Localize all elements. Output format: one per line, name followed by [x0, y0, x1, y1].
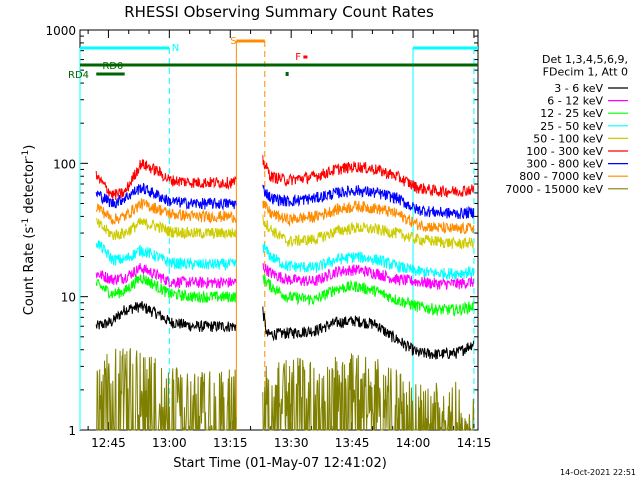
series-line: [262, 274, 475, 317]
series-line: [95, 198, 237, 225]
axis-ticks: 1 10 100 1000 12:45 13:00 13:15 13:30 13:45 14:00…: [45, 24, 491, 450]
night-label: N: [172, 43, 179, 54]
series-line: [262, 263, 475, 290]
legend-entry-label: 300 - 800 keV: [526, 158, 603, 171]
series-line: [95, 183, 237, 211]
legend-entry-label: 12 - 25 keV: [540, 107, 603, 120]
rd4-label: RD4: [68, 70, 89, 81]
series-line: [262, 306, 475, 360]
legend-entry-label: 100 - 300 keV: [526, 145, 603, 158]
legend-entry-label: 800 - 7000 keV: [519, 170, 603, 183]
legend-header: Det 1,3,4,5,6,9,: [542, 53, 628, 66]
series-line: [96, 348, 237, 431]
saa-label: S: [230, 36, 236, 47]
series-line: [95, 263, 237, 290]
legend-entry-label: 50 - 100 keV: [533, 132, 603, 145]
rd0-label: RD0: [102, 61, 123, 72]
plot-annotations: N S F RD0 RD4: [68, 36, 478, 430]
legend-entry-label: 25 - 50 keV: [540, 120, 603, 133]
series-line: [262, 242, 475, 281]
x-tick-label: 12:45: [91, 436, 126, 450]
y-axis-label: Count Rate (s-1 detector-1): [21, 145, 37, 316]
x-tick-label: 13:15: [213, 436, 248, 450]
series-line: [262, 184, 475, 220]
legend-header: FDecim 1, Att 0: [543, 66, 628, 79]
series-layer: [95, 155, 475, 432]
series-line: [262, 353, 475, 432]
y-tick-label: 1000: [45, 24, 76, 38]
series-line: [95, 274, 237, 303]
y-tick-label: 1: [68, 424, 76, 438]
x-tick-label: 13:00: [152, 436, 187, 450]
x-tick-label: 14:00: [396, 436, 431, 450]
series-line: [95, 300, 237, 333]
y-tick-label: 10: [61, 291, 76, 305]
series-line: [262, 200, 475, 235]
legend-entry-label: 7000 - 15000 keV: [505, 183, 603, 196]
series-line: [95, 159, 237, 200]
series-line: [95, 240, 237, 271]
x-tick-label: 14:15: [457, 436, 492, 450]
x-tick-label: 13:45: [335, 436, 370, 450]
series-line: [262, 155, 475, 198]
series-line: [95, 217, 237, 241]
x-axis-label: Start Time (01-May-07 12:41:02): [173, 456, 387, 471]
series-line: [262, 214, 475, 250]
legend-entry-label: 3 - 6 keV: [554, 82, 603, 95]
footer-date: 14-Oct-2021 22:51: [560, 468, 636, 477]
legend: Det 1,3,4,5,6,9,FDecim 1, Att 0 3 - 6 keV…: [505, 53, 628, 196]
legend-entry-label: 6 - 12 keV: [547, 95, 603, 108]
flare-label: F: [295, 52, 301, 63]
chart-title: RHESSI Observing Summary Count Rates: [124, 3, 434, 21]
y-tick-label: 100: [53, 157, 76, 171]
x-tick-label: 13:30: [274, 436, 309, 450]
